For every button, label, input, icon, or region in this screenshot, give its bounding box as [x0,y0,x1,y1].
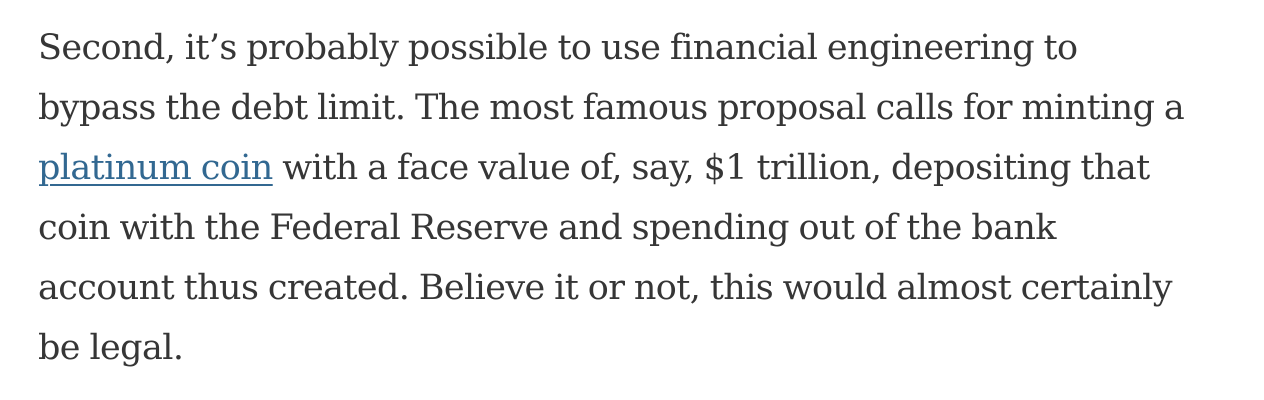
paragraph-line-3-text: with a face value of, say, $1 trillion, … [272,148,1150,188]
paragraph-line-3: platinum coin with a face value of, say,… [38,138,1243,198]
paragraph-line-2: bypass the debt limit. The most famous p… [38,88,1185,128]
paragraph-line-4: coin with the Federal Reserve and spendi… [38,208,1057,248]
article-paragraph: Second, it’s probably possible to use fi… [38,18,1243,378]
paragraph-line-1: Second, it’s probably possible to use fi… [38,28,1078,68]
platinum-coin-link[interactable]: platinum coin [38,148,273,188]
paragraph-line-6: be legal. [38,328,184,368]
paragraph-line-5: account thus created. Believe it or not,… [38,268,1173,308]
